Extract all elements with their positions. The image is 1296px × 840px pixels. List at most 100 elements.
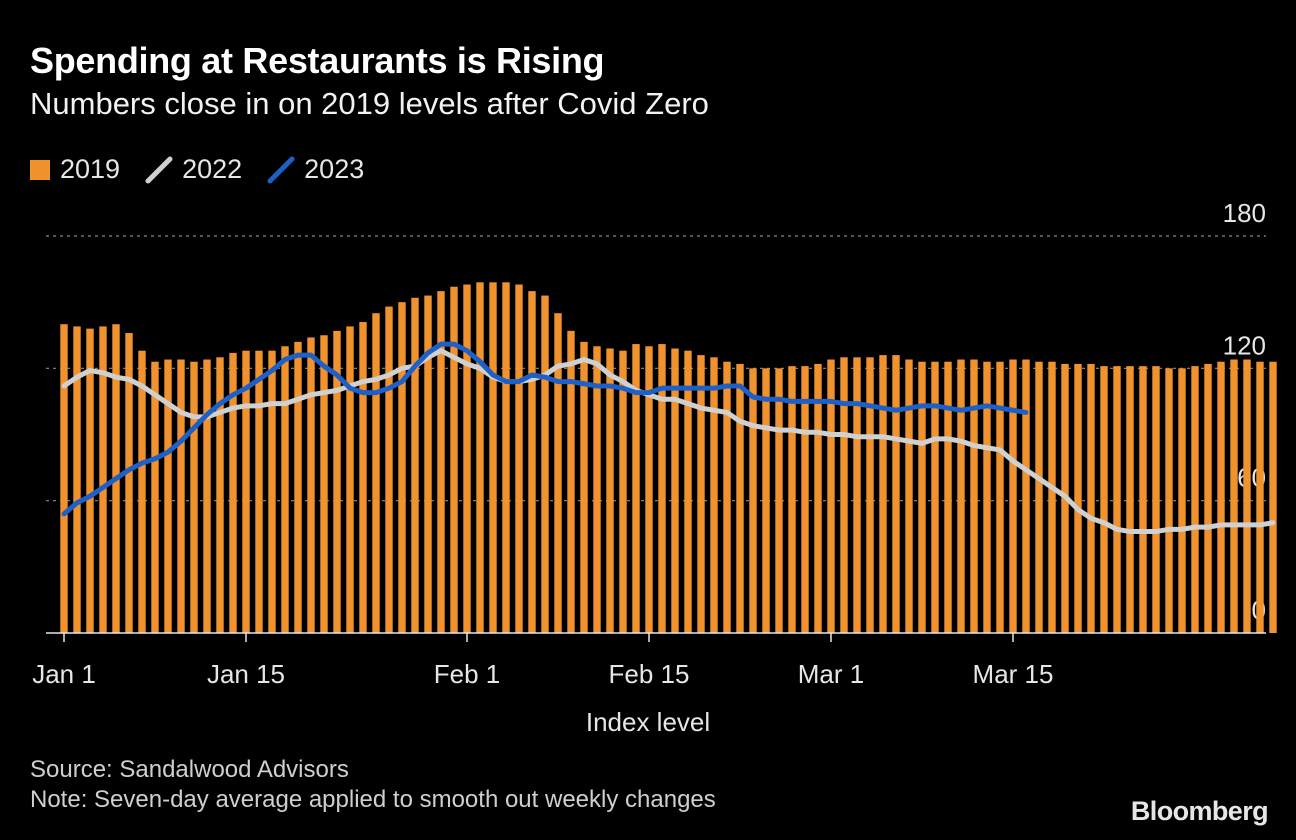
bar-2019 (788, 366, 796, 633)
bar-2019 (203, 359, 211, 633)
legend-label-2022: 2022 (182, 154, 243, 184)
bar-2019 (359, 322, 367, 633)
bar-2019 (333, 330, 341, 633)
bar-2019 (190, 361, 198, 633)
bar-2019 (164, 359, 172, 633)
bar-2019 (619, 350, 627, 633)
x-tick-label: Mar 1 (798, 659, 864, 689)
bar-2019 (970, 359, 978, 633)
bar-2019 (502, 282, 510, 633)
bar-2019 (476, 282, 484, 633)
legend-item-2023: 2023 (266, 154, 364, 185)
bar-2019 (1074, 363, 1082, 633)
bar-2019 (242, 350, 250, 633)
legend-label-2023: 2023 (304, 154, 365, 184)
legend-swatch-2019 (30, 159, 50, 180)
x-tick-label: Feb 15 (609, 659, 690, 689)
bar-2019 (749, 368, 757, 633)
bar-2019 (567, 330, 575, 633)
bar-2019 (1204, 363, 1212, 633)
bar-2019 (736, 363, 744, 633)
source-note: Source: Sandalwood Advisors (30, 756, 349, 783)
chart-subtitle: Numbers close in on 2019 levels after Co… (30, 86, 709, 121)
bar-2019 (827, 359, 835, 633)
y-tick-label-120: 120 (1223, 330, 1266, 360)
legend-label-2019: 2019 (60, 154, 121, 184)
bar-2019 (138, 350, 146, 633)
footnote: Note: Seven-day average applied to smoot… (30, 786, 716, 813)
bar-2019 (892, 355, 900, 633)
bar-2019 (1165, 368, 1173, 633)
bar-2019 (931, 361, 939, 633)
bar-2019 (1009, 359, 1017, 633)
bar-2019 (60, 324, 68, 633)
bar-2019 (528, 291, 536, 633)
bar-2019 (1191, 366, 1199, 633)
bar-2019 (580, 341, 588, 633)
bar-2019 (775, 368, 783, 633)
bar-2019 (489, 282, 497, 633)
line-2023 (61, 341, 1029, 517)
bar-2019 (710, 357, 718, 633)
bar-2019 (1100, 366, 1108, 633)
bar-2019 (1230, 359, 1238, 633)
bar-2019 (996, 361, 1004, 633)
bar-2019 (1139, 366, 1147, 633)
bar-2019 (957, 359, 965, 633)
bar-2019 (866, 357, 874, 633)
bar-2019 (385, 306, 393, 633)
bar-2019 (762, 368, 770, 633)
bar-2019 (697, 355, 705, 633)
bar-2019 (1113, 366, 1121, 633)
legend: 2019 2022 2023 (30, 154, 388, 185)
bar-2019 (554, 313, 562, 633)
bar-2019 (632, 344, 640, 633)
bar-2019 (593, 346, 601, 633)
bar-2019 (840, 357, 848, 633)
bar-2019 (853, 357, 861, 633)
bar-2019 (1087, 363, 1095, 633)
bar-2019 (1126, 366, 1134, 633)
bar-2019 (463, 284, 471, 633)
bar-2019 (541, 295, 549, 633)
bar-2019 (1178, 368, 1186, 633)
bar-2019 (398, 302, 406, 633)
bar-2019 (255, 350, 263, 633)
bar-2019 (372, 313, 380, 633)
bar-2019 (281, 346, 289, 633)
x-tick-label: Jan 1 (32, 659, 96, 689)
bar-2019 (294, 341, 302, 633)
bar-2019 (905, 359, 913, 633)
bar-2019 (918, 361, 926, 633)
bar-2019 (151, 361, 159, 633)
bar-2019 (99, 326, 107, 633)
bar-2019 (268, 350, 276, 633)
bar-2019 (879, 355, 887, 633)
bar-2019 (606, 348, 614, 633)
bar-2019 (684, 350, 692, 633)
bar-2019 (1243, 359, 1251, 633)
bar-2019 (671, 348, 679, 633)
bar-2019 (983, 361, 991, 633)
bar-2019 (177, 359, 185, 633)
bar-2019 (450, 286, 458, 633)
bar-2019 (411, 297, 419, 633)
bar-2019 (645, 346, 653, 633)
bar-2019 (814, 363, 822, 633)
bar-2019 (437, 291, 445, 633)
legend-swatch-2023 (267, 156, 295, 183)
x-axis-label: Index level (586, 707, 710, 737)
line-2022 (61, 348, 1276, 535)
bar-2019 (723, 361, 731, 633)
bar-2019 (424, 295, 432, 633)
bar-2019 (801, 366, 809, 633)
legend-item-2019: 2019 (30, 154, 120, 185)
bar-2019 (86, 328, 94, 633)
bar-2019 (944, 361, 952, 633)
bar-2019 (1256, 361, 1264, 633)
bar-2019 (1152, 366, 1160, 633)
bar-2019 (1217, 361, 1225, 633)
bar-2019 (1035, 361, 1043, 633)
bar-2019 (346, 326, 354, 633)
